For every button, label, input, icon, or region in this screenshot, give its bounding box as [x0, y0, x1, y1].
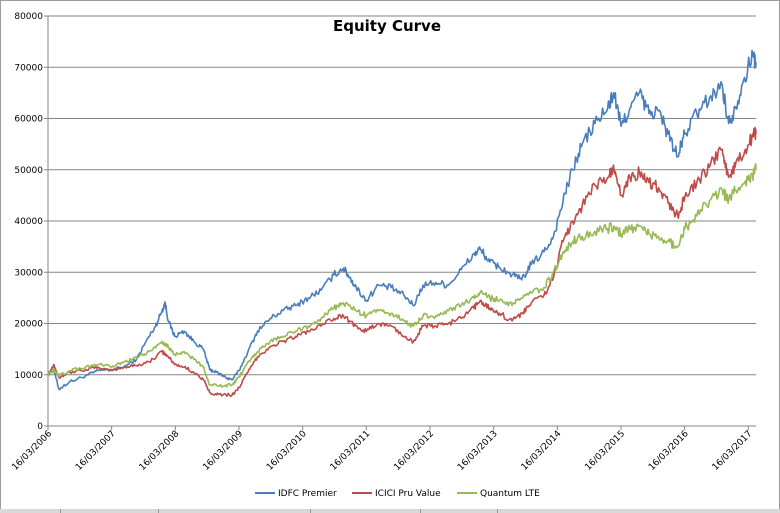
axes [44, 15, 756, 430]
x-tick-label: 16/03/2017 [711, 429, 755, 473]
y-tick-label: 40000 [14, 217, 43, 227]
sheet-scroll-strip [0, 509, 780, 513]
x-tick-label: 16/03/2009 [201, 429, 245, 473]
legend-label: Quantum LTE [480, 489, 540, 499]
y-tick-label: 60000 [14, 115, 43, 125]
y-tick-label: 10000 [14, 371, 43, 381]
x-tick-label: 16/03/2010 [265, 429, 309, 473]
y-tick-label: 20000 [14, 320, 43, 330]
x-tick-label: 16/03/2016 [647, 429, 691, 473]
x-tick-label: 16/03/2014 [520, 429, 564, 473]
y-tick-label: 70000 [14, 63, 43, 73]
legend-label: ICICI Pru Value [375, 489, 441, 499]
series-line-quantum-lte [47, 163, 757, 388]
y-tick-label: 30000 [14, 268, 43, 278]
x-tick-label: 16/03/2012 [392, 429, 436, 473]
y-tick-label: 0 [37, 422, 43, 432]
y-tick-label: 50000 [14, 166, 43, 176]
chart-title: Equity Curve [333, 17, 441, 35]
x-tick-label: 16/03/2006 [10, 429, 54, 473]
y-tick-label: 80000 [14, 12, 43, 22]
x-tick-label: 16/03/2015 [583, 429, 627, 473]
series-line-icici-pru-value [47, 126, 757, 398]
x-tick-label: 16/03/2008 [138, 429, 182, 473]
y-tick-labels: 0 10000 20000 30000 40000 50000 60000 70000 8000… [14, 12, 43, 432]
x-tick-label: 16/03/2011 [329, 429, 373, 473]
x-tick-labels: 16/03/2006 16/03/2007 16/03/2008 16/03/2009… [10, 429, 754, 473]
x-tick-label: 16/03/2013 [456, 429, 500, 473]
x-tick-label: 16/03/2007 [74, 429, 118, 473]
gridlines [48, 15, 756, 376]
series-lines [47, 49, 757, 398]
legend-label: IDFC Premier [278, 489, 337, 499]
legend: IDFC Premier ICICI Pru Value Quantum LTE [255, 489, 540, 499]
series-line-idfc-premier [47, 49, 757, 391]
